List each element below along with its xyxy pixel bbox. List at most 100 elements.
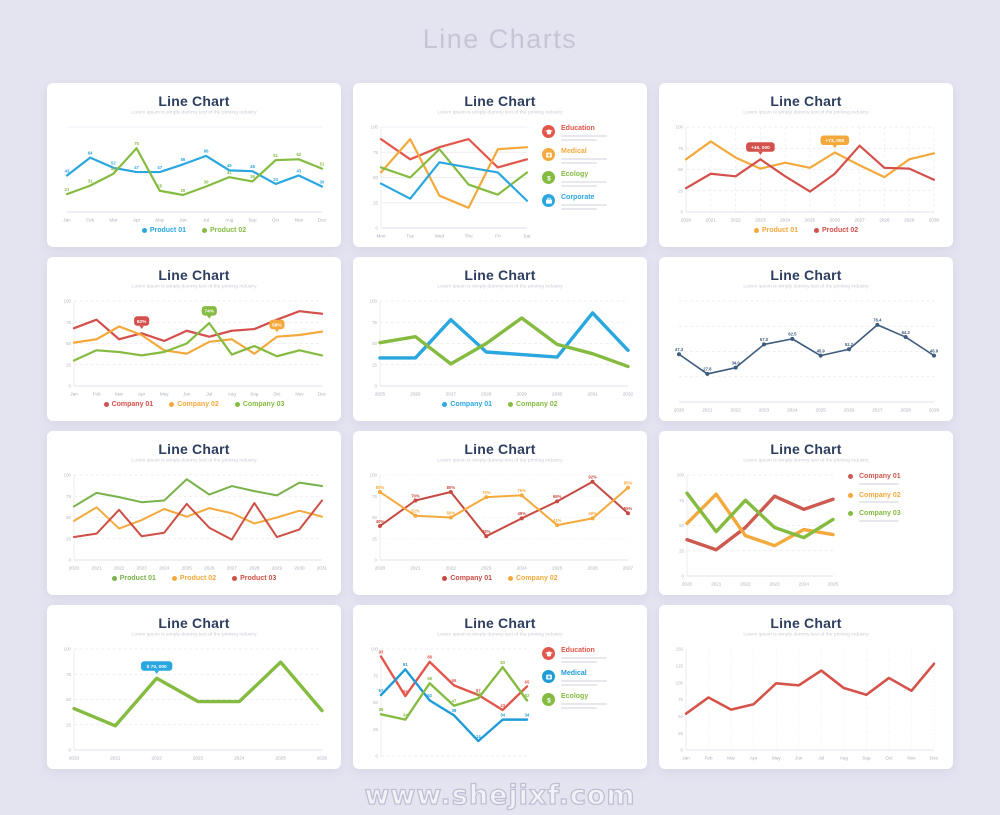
chart-card: Line Chart Lorem ipsum is simply dummy t… bbox=[659, 83, 953, 247]
series-series-01 bbox=[72, 660, 324, 728]
svg-text:25: 25 bbox=[678, 188, 683, 193]
point-label: 41 bbox=[227, 170, 232, 175]
legend-label: Ecology bbox=[561, 171, 589, 178]
svg-text:150: 150 bbox=[676, 647, 684, 652]
point-label: 21 bbox=[65, 187, 70, 192]
svg-text:Fri: Fri bbox=[495, 234, 500, 239]
point-label: 47 bbox=[157, 165, 162, 170]
x-axis-labels: 2020 2021 2022 2023 2024 2025 2026 2027 2028 2029… bbox=[69, 566, 328, 571]
svg-text:0: 0 bbox=[69, 384, 72, 389]
chart-title: Line Chart bbox=[770, 615, 842, 631]
svg-text:Thu: Thu bbox=[465, 234, 473, 239]
medical-icon bbox=[545, 674, 552, 679]
svg-text:50: 50 bbox=[373, 700, 378, 705]
series-medical bbox=[379, 138, 529, 209]
legend-label: Ecology bbox=[561, 693, 589, 700]
point-label: 43 bbox=[500, 703, 505, 708]
value-badge: +73, 000 bbox=[820, 135, 850, 149]
education-icon-circle bbox=[542, 125, 555, 138]
point-label: 80% bbox=[447, 485, 456, 490]
legend-dot-icon bbox=[169, 402, 175, 407]
point-label: 34 bbox=[403, 712, 408, 717]
legend-dot-icon bbox=[848, 474, 853, 479]
point-label: 50% bbox=[447, 510, 456, 515]
svg-text:Mar: Mar bbox=[727, 756, 735, 761]
chart-title: Line Chart bbox=[464, 93, 536, 109]
svg-text:100: 100 bbox=[370, 473, 378, 478]
point-label: 57 bbox=[476, 688, 481, 693]
svg-text:Jan: Jan bbox=[70, 392, 78, 397]
svg-text:2026: 2026 bbox=[410, 392, 421, 397]
svg-text:2026: 2026 bbox=[587, 566, 598, 571]
chart-row: Jan Feb Mar Apr May Jun Jul Aug Sep Oct Nov Dec 43 64… bbox=[59, 117, 329, 225]
svg-text:0: 0 bbox=[69, 748, 72, 753]
y-axis-labels: 100 75 50 25 0 bbox=[64, 647, 72, 753]
marker-dot bbox=[590, 479, 595, 484]
legend-item-company-03: Company 03 bbox=[234, 401, 284, 408]
svg-text:0: 0 bbox=[376, 754, 379, 759]
marker-dot bbox=[626, 485, 630, 490]
svg-text:Feb: Feb bbox=[93, 392, 101, 397]
chart-subtitle: Lorem ipsum is simply dummy text of the … bbox=[437, 458, 563, 463]
watermark: www.shejixf.com bbox=[364, 779, 636, 811]
series-product-02: 21 31 45 75 25 20 30 41 36 61 62 51 bbox=[65, 141, 325, 197]
svg-text:Mon: Mon bbox=[377, 234, 386, 239]
point-label: 83 bbox=[500, 660, 505, 665]
x-axis-labels: Jan Feb Mar Apr May Jun Jul Aug Sep Oct Nov Dec bbox=[70, 392, 326, 397]
svg-text:50: 50 bbox=[372, 515, 377, 520]
point-label: 45.9 bbox=[930, 348, 939, 353]
marker-dot bbox=[847, 347, 851, 352]
gridlines bbox=[67, 126, 322, 213]
x-axis-labels: Mon Tue Wed Thu Fri Sat bbox=[377, 234, 532, 239]
svg-text:2025: 2025 bbox=[552, 566, 563, 571]
svg-text:$: $ bbox=[547, 697, 551, 704]
legend-label: Product 01 bbox=[119, 575, 156, 582]
x-axis-labels: Jan Feb Mar Apr May Jun Jul Aug Sep Oct Nov Dec bbox=[63, 218, 326, 223]
chart-row: 100 75 50 25 0 2020 2021 2022 2023 2024 2025 2026 20… bbox=[59, 465, 329, 573]
point-label: 33 bbox=[273, 177, 278, 182]
legend-dot-icon bbox=[234, 402, 240, 407]
svg-text:Apr: Apr bbox=[138, 392, 146, 397]
education-icon-circle bbox=[542, 647, 555, 660]
svg-text:0: 0 bbox=[375, 384, 378, 389]
svg-text:75: 75 bbox=[372, 494, 377, 499]
point-label: 39 bbox=[379, 707, 384, 712]
corporate-icon bbox=[545, 197, 552, 204]
series-company-03 bbox=[685, 491, 835, 540]
svg-text:2026: 2026 bbox=[830, 218, 841, 223]
legend-item-company-02: Company 02 bbox=[508, 575, 558, 582]
point-label: 47.3 bbox=[675, 347, 684, 352]
legend-label: Education bbox=[561, 125, 595, 132]
chart-svg: 100 75 50 25 0 Jan Feb Mar Apr May Jun Jul Aug Sep Oct… bbox=[64, 299, 327, 397]
marker-dot bbox=[705, 371, 710, 376]
ecology-icon: $ bbox=[547, 697, 551, 704]
chart-title: Line Chart bbox=[464, 267, 536, 283]
svg-text:Sep: Sep bbox=[248, 218, 257, 223]
legend-dummy-text bbox=[561, 679, 607, 682]
chart-card: Line Chart Lorem ipsum is simply dummy t… bbox=[47, 605, 341, 769]
chart-canvas: 100 75 50 25 0 2025 2026 2027 2028 2029 2030 2031 20… bbox=[365, 291, 635, 399]
point-label: 52 bbox=[525, 693, 530, 698]
svg-text:2025: 2025 bbox=[375, 392, 386, 397]
svg-text:2023: 2023 bbox=[759, 408, 770, 413]
svg-text:2020: 2020 bbox=[69, 566, 80, 571]
svg-text:125: 125 bbox=[676, 663, 684, 668]
series-product-02 bbox=[73, 506, 323, 530]
svg-text:75: 75 bbox=[678, 146, 683, 151]
legend-item-company-02: Company 02 bbox=[508, 401, 558, 408]
legend-dummy-text bbox=[859, 482, 899, 485]
svg-text:2023: 2023 bbox=[769, 582, 780, 587]
svg-text:2023: 2023 bbox=[481, 566, 492, 571]
legend-dummy-text bbox=[561, 157, 607, 160]
chart-row: 100 75 50 25 0 2025 2026 2027 2028 2029 2030 2031 20… bbox=[365, 291, 635, 399]
svg-text:50: 50 bbox=[373, 175, 378, 180]
chart-card: Line Chart Lorem ipsum is simply dummy t… bbox=[659, 257, 953, 421]
x-axis-labels: 2020 2021 2022 2023 2024 2025 2026 2027 2028 2029… bbox=[681, 218, 940, 223]
svg-text:2027: 2027 bbox=[227, 566, 238, 571]
legend-label: Company 02 bbox=[859, 491, 901, 499]
legend-label: Product 02 bbox=[179, 575, 217, 582]
svg-text:100: 100 bbox=[64, 299, 72, 304]
point-label: 31 bbox=[88, 178, 93, 183]
svg-text:2031: 2031 bbox=[317, 566, 328, 571]
legend-text-block: Medical bbox=[561, 148, 607, 164]
